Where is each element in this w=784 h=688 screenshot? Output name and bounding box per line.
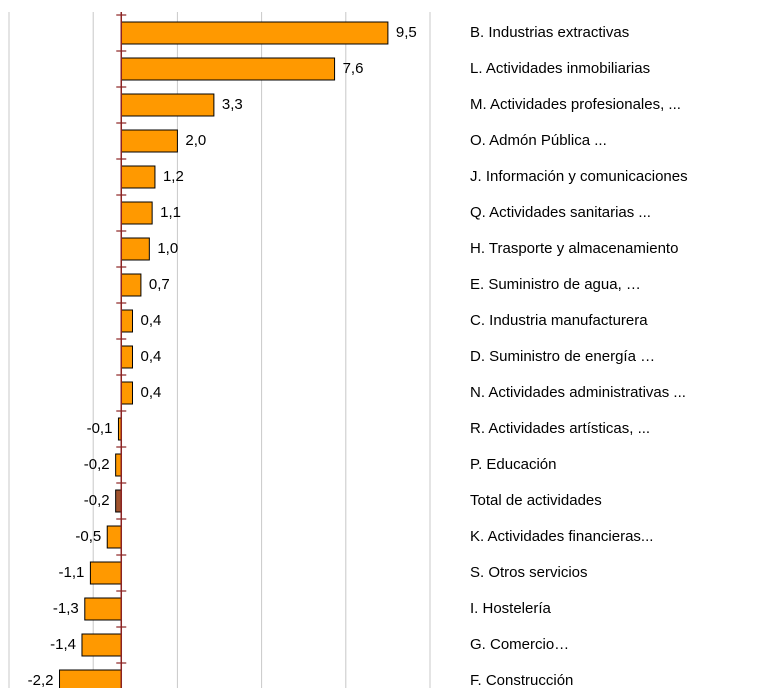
bar xyxy=(84,597,122,621)
category-label: N. Actividades administrativas ... xyxy=(470,384,686,401)
category-label: I. Hostelería xyxy=(470,600,552,617)
bar xyxy=(59,669,122,688)
category-label: F. Construcción xyxy=(470,672,573,688)
bar xyxy=(120,93,215,117)
category-label: H. Trasporte y almacenamiento xyxy=(470,240,678,257)
value-label: -2,2 xyxy=(28,672,54,688)
value-label: -1,3 xyxy=(53,600,79,617)
value-label: 1,0 xyxy=(157,240,178,257)
category-label: R. Actividades artísticas, ... xyxy=(470,420,650,437)
category-label: E. Suministro de agua, … xyxy=(470,276,641,293)
value-label: 9,5 xyxy=(396,24,417,41)
value-label: -0,1 xyxy=(87,420,113,437)
category-label: Total de actividades xyxy=(470,492,602,509)
category-label: P. Educación xyxy=(470,456,556,473)
value-label: 2,0 xyxy=(185,132,206,149)
bar xyxy=(120,381,133,405)
value-label: -0,2 xyxy=(84,492,110,509)
bar xyxy=(120,57,336,81)
category-label: K. Actividades financieras... xyxy=(470,528,653,545)
value-label: 0,4 xyxy=(140,312,161,329)
category-label: S. Otros servicios xyxy=(470,564,588,581)
category-label: O. Admón Pública ... xyxy=(470,132,607,149)
category-label: J. Información y comunicaciones xyxy=(470,168,688,185)
value-label: -0,5 xyxy=(75,528,101,545)
value-label: 0,4 xyxy=(140,384,161,401)
bar xyxy=(106,525,122,549)
bar xyxy=(120,21,389,45)
value-label: 0,4 xyxy=(140,348,161,365)
value-label: 7,6 xyxy=(343,60,364,77)
category-label: B. Industrias extractivas xyxy=(470,24,629,41)
category-label: D. Suministro de energía … xyxy=(470,348,655,365)
bar xyxy=(120,345,133,369)
bar xyxy=(115,453,122,477)
bar xyxy=(81,633,122,657)
bar xyxy=(120,309,133,333)
category-label: G. Comercio… xyxy=(470,636,569,653)
bar xyxy=(120,237,150,261)
bar xyxy=(120,129,178,153)
category-label: L. Actividades inmobiliarias xyxy=(470,60,650,77)
value-label: 0,7 xyxy=(149,276,170,293)
value-label: -0,2 xyxy=(84,456,110,473)
category-label: C. Industria manufacturera xyxy=(470,312,648,329)
value-label: 1,1 xyxy=(160,204,181,221)
value-label: -1,1 xyxy=(59,564,85,581)
value-label: 3,3 xyxy=(222,96,243,113)
bar xyxy=(115,489,122,513)
bar xyxy=(120,165,156,189)
bar xyxy=(89,561,122,585)
value-label: 1,2 xyxy=(163,168,184,185)
category-label: Q. Actividades sanitarias ... xyxy=(470,204,651,221)
bar xyxy=(120,273,142,297)
bar xyxy=(120,201,153,225)
category-label: M. Actividades profesionales, ... xyxy=(470,96,681,113)
value-label: -1,4 xyxy=(50,636,76,653)
